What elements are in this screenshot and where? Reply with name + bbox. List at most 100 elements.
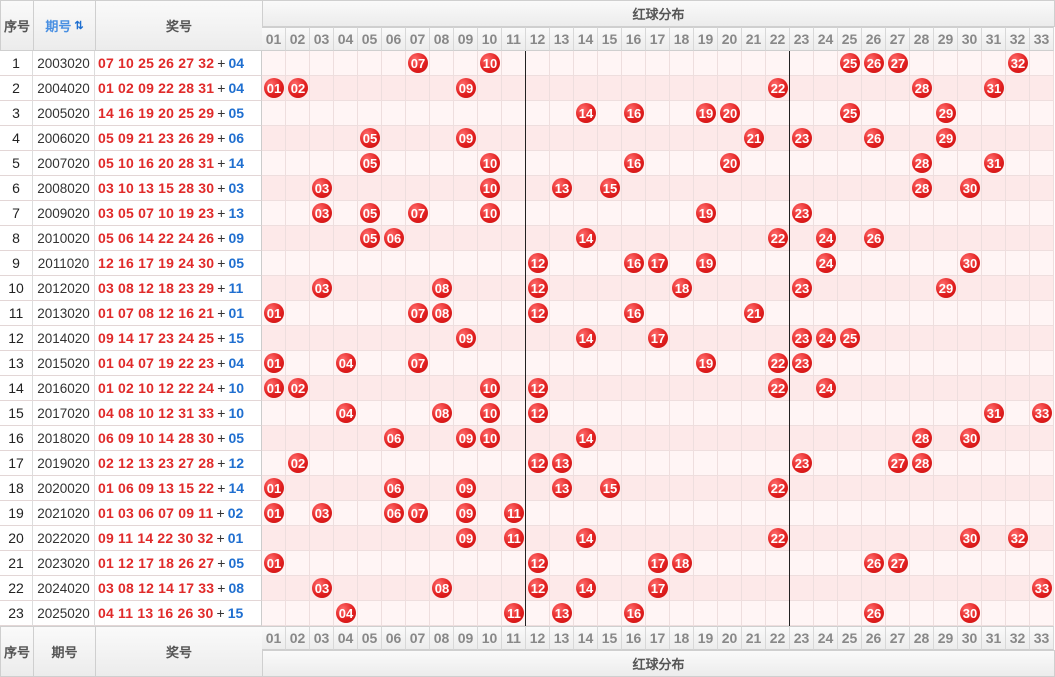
grid-cell bbox=[574, 601, 598, 626]
grid-cell bbox=[718, 51, 742, 76]
grid-cell bbox=[646, 76, 670, 101]
red-ball: 10 bbox=[480, 203, 500, 223]
grid-cell bbox=[742, 76, 766, 101]
grid-cell bbox=[598, 326, 622, 351]
header-number-09: 09 bbox=[454, 27, 478, 51]
grid-cell bbox=[574, 451, 598, 476]
red-ball: 06 bbox=[384, 428, 404, 448]
grid-cell bbox=[766, 301, 790, 326]
grid-cell bbox=[430, 201, 454, 226]
grid-cell bbox=[526, 201, 550, 226]
grid-cell bbox=[598, 551, 622, 576]
grid-cell bbox=[574, 176, 598, 201]
row-index: 4 bbox=[0, 126, 33, 151]
grid-cell bbox=[670, 326, 694, 351]
red-numbers: 06 09 10 14 28 30 bbox=[98, 430, 215, 446]
header-number-25: 25 bbox=[838, 27, 862, 51]
row-draw: 01 06 09 13 15 22 +14 bbox=[95, 476, 262, 501]
grid-cell bbox=[982, 326, 1006, 351]
grid-cell bbox=[958, 76, 982, 101]
grid-cell bbox=[670, 76, 694, 101]
grid-cell bbox=[478, 526, 502, 551]
header-number-11: 11 bbox=[502, 27, 526, 51]
grid-cell bbox=[526, 101, 550, 126]
grid-cell bbox=[838, 451, 862, 476]
header-index[interactable]: 序号 bbox=[0, 0, 34, 51]
grid-cell bbox=[742, 201, 766, 226]
grid-cell bbox=[598, 426, 622, 451]
grid-cell bbox=[286, 301, 310, 326]
red-ball: 01 bbox=[264, 503, 284, 523]
grid-cell bbox=[814, 276, 838, 301]
blue-number: 04 bbox=[228, 55, 245, 71]
red-numbers: 12 16 17 19 24 30 bbox=[98, 255, 215, 271]
grid-cell bbox=[1006, 451, 1030, 476]
row-period: 2016020 bbox=[33, 376, 95, 401]
row-index: 16 bbox=[0, 426, 33, 451]
grid-cell bbox=[1030, 526, 1054, 551]
grid-cell bbox=[286, 476, 310, 501]
grid-cell bbox=[790, 151, 814, 176]
grid-cell bbox=[670, 226, 694, 251]
grid-cell bbox=[886, 526, 910, 551]
red-ball: 30 bbox=[960, 178, 980, 198]
grid-cell bbox=[550, 51, 574, 76]
grid-cell bbox=[718, 126, 742, 151]
grid-cell bbox=[862, 376, 886, 401]
header-number-32: 32 bbox=[1006, 27, 1030, 51]
grid-cell bbox=[790, 76, 814, 101]
grid-cell bbox=[550, 201, 574, 226]
grid-cell bbox=[622, 526, 646, 551]
red-ball: 12 bbox=[528, 553, 548, 573]
grid-cell bbox=[574, 76, 598, 101]
grid-cell bbox=[406, 101, 430, 126]
grid-cell bbox=[670, 301, 694, 326]
grid-cell bbox=[862, 251, 886, 276]
red-ball: 22 bbox=[768, 528, 788, 548]
grid-cell bbox=[406, 251, 430, 276]
grid-cell bbox=[958, 276, 982, 301]
grid-cell bbox=[1006, 351, 1030, 376]
red-ball: 01 bbox=[264, 378, 284, 398]
grid-cell bbox=[526, 426, 550, 451]
grid-cell bbox=[598, 576, 622, 601]
grid-cell bbox=[622, 401, 646, 426]
grid-cell bbox=[766, 276, 790, 301]
header-distribution: 红球分布 bbox=[262, 0, 1055, 27]
row-index: 18 bbox=[0, 476, 33, 501]
red-ball: 28 bbox=[912, 428, 932, 448]
grid-cell bbox=[670, 501, 694, 526]
grid-cell bbox=[286, 351, 310, 376]
header-number-15: 15 bbox=[598, 27, 622, 51]
header-period-sort[interactable]: 期号 ⇅ bbox=[33, 0, 96, 51]
row-period: 2011020 bbox=[33, 251, 95, 276]
grid-cell bbox=[862, 201, 886, 226]
footer-number-20: 20 bbox=[718, 626, 742, 650]
grid-cell bbox=[550, 301, 574, 326]
blue-number: 09 bbox=[228, 230, 245, 246]
grid-cell bbox=[790, 526, 814, 551]
grid-cell bbox=[814, 426, 838, 451]
grid-cell bbox=[574, 251, 598, 276]
red-ball: 10 bbox=[480, 53, 500, 73]
header-index-label: 序号 bbox=[3, 19, 30, 34]
header-number-19: 19 bbox=[694, 27, 718, 51]
grid-cell bbox=[382, 176, 406, 201]
grid-cell bbox=[766, 251, 790, 276]
grid-cell bbox=[550, 126, 574, 151]
grid-cell bbox=[382, 251, 406, 276]
grid-cell bbox=[550, 351, 574, 376]
red-ball: 12 bbox=[528, 578, 548, 598]
grid-cell bbox=[814, 201, 838, 226]
grid-cell bbox=[862, 526, 886, 551]
red-ball: 23 bbox=[792, 328, 812, 348]
red-ball: 17 bbox=[648, 253, 668, 273]
grid-cell bbox=[382, 151, 406, 176]
grid-cell bbox=[622, 551, 646, 576]
grid-cell bbox=[478, 101, 502, 126]
grid-cell bbox=[670, 201, 694, 226]
grid-cell bbox=[502, 201, 526, 226]
grid-cell bbox=[646, 351, 670, 376]
grid-cell bbox=[550, 76, 574, 101]
grid-cell bbox=[262, 101, 286, 126]
